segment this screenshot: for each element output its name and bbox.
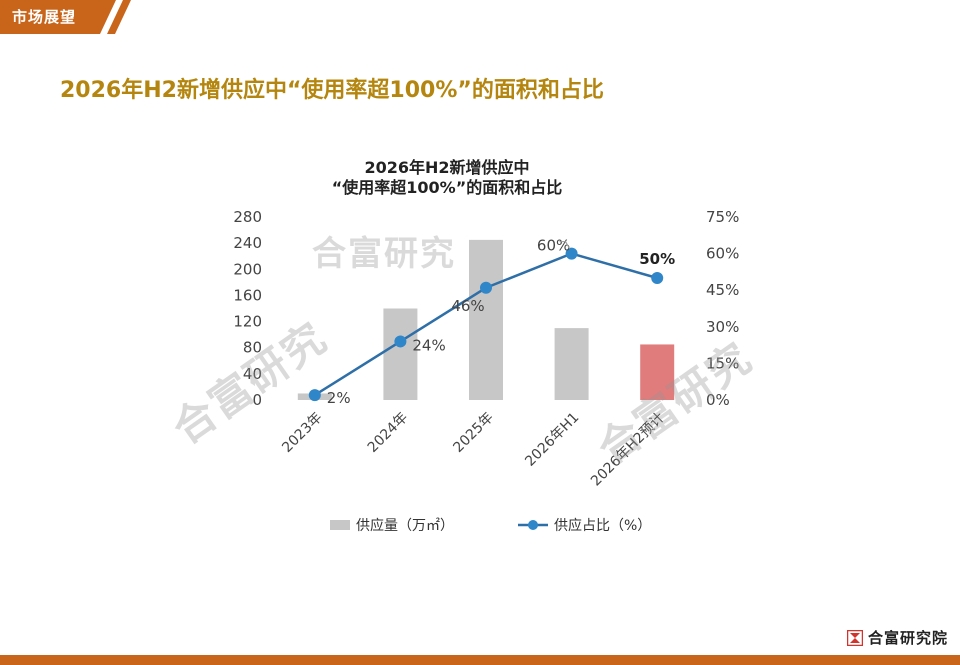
y-right-tick-label: 0% [706,391,730,409]
data-label: 50% [639,250,675,268]
y-right-tick-label: 45% [706,281,739,299]
y-left-tick-label: 240 [233,234,262,252]
section-tag-shape [0,0,131,34]
y-left-tick-label: 80 [243,339,262,357]
bar [469,239,503,400]
y-left-tick-label: 0 [252,391,262,409]
bar [383,308,418,400]
data-label: 2% [327,389,351,407]
chart-title-line: “使用率超100%”的面积和占比 [332,178,562,197]
brand-logo-icon [846,629,863,646]
data-label: 46% [451,297,484,315]
footer-bar [0,655,960,665]
line-point [565,247,578,260]
bar [640,344,675,400]
legend-label: 供应量（万㎡） [356,517,454,534]
y-left-tick-label: 160 [233,286,262,304]
brand: 合富研究院 [846,627,948,648]
x-tick-label: 2026年H1 [522,410,582,470]
data-label: 24% [412,336,445,354]
legend-swatch-bar [330,520,350,530]
page-title: 2026年H2新增供应中“使用率超100%”的面积和占比 [60,78,604,103]
x-tick-label: 2025年 [450,410,496,456]
line-point [480,281,492,294]
x-tick-label: 2023年 [279,410,325,456]
y-right-tick-label: 75% [706,208,739,226]
y-right-tick-label: 60% [706,245,739,263]
y-left-tick-label: 120 [233,313,262,331]
legend-swatch-point [528,520,538,530]
line-point [308,389,321,402]
data-label-leader [559,241,571,249]
y-left-tick-label: 40 [243,365,262,383]
x-tick-label: 2024年 [365,410,411,456]
line-point [651,272,664,284]
legend-label: 供应占比（%） [554,517,651,534]
y-right-tick-label: 15% [706,354,739,372]
brand-name: 合富研究院 [867,629,948,647]
y-left-tick-label: 280 [233,208,262,226]
section-tag: 市场展望 [0,0,140,34]
watermark: 合富研究 [312,234,456,274]
y-right-tick-label: 30% [706,318,739,336]
bar [554,328,589,400]
chart-title-line: 2026年H2新增供应中 [364,158,529,177]
data-label: 60% [537,237,570,255]
y-left-tick-label: 200 [233,260,262,278]
line-point [394,335,407,348]
section-tag-label: 市场展望 [12,8,77,26]
